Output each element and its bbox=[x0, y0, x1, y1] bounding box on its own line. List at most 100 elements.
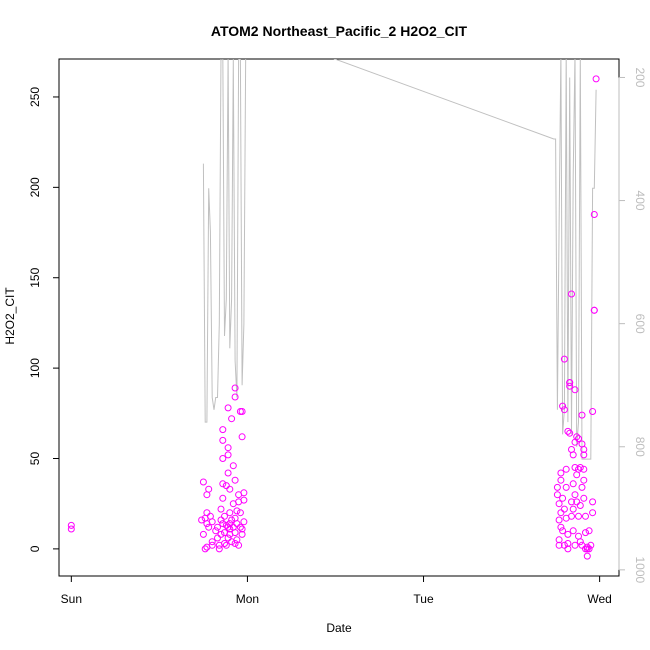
data-point bbox=[238, 408, 246, 415]
data-point bbox=[576, 464, 584, 471]
data-point bbox=[566, 379, 574, 387]
data-point bbox=[219, 520, 227, 528]
data-point bbox=[562, 465, 570, 473]
data-point bbox=[557, 469, 565, 477]
data-point bbox=[224, 523, 232, 531]
secondary-tick-label: 200 bbox=[633, 67, 647, 87]
data-point bbox=[575, 465, 582, 473]
data-point bbox=[226, 509, 234, 517]
data-point bbox=[224, 404, 232, 412]
x-tick-label: Mon bbox=[236, 592, 259, 606]
data-point bbox=[569, 527, 577, 535]
data-point bbox=[240, 518, 248, 526]
data-point bbox=[564, 540, 572, 547]
data-point bbox=[219, 494, 227, 502]
data-point bbox=[573, 433, 581, 441]
data-point bbox=[236, 509, 244, 517]
data-point bbox=[208, 518, 216, 526]
data-point bbox=[231, 540, 239, 547]
data-point bbox=[231, 476, 239, 484]
data-point bbox=[222, 521, 230, 529]
data-point bbox=[224, 444, 232, 452]
data-point bbox=[585, 545, 593, 553]
data-point bbox=[221, 540, 228, 547]
secondary-tick-label: 400 bbox=[633, 191, 647, 211]
chart-title: ATOM2 Northeast_Pacific_2 H2O2_CIT bbox=[211, 23, 468, 39]
data-point bbox=[214, 523, 221, 531]
data-point bbox=[573, 498, 581, 506]
data-point bbox=[67, 525, 75, 533]
data-point bbox=[226, 520, 234, 528]
data-point bbox=[559, 402, 567, 410]
data-point bbox=[580, 476, 588, 484]
axes-layer: 0 50 100 150 200 250 Sun Mon Tue Wed 200 400 600 800 1… bbox=[28, 67, 647, 606]
data-point bbox=[215, 545, 223, 553]
data-point bbox=[583, 543, 591, 551]
data-point bbox=[571, 491, 579, 499]
data-point bbox=[560, 505, 568, 513]
data-point bbox=[589, 509, 597, 517]
data-point bbox=[589, 498, 597, 506]
data-point bbox=[566, 382, 574, 390]
x-tick-label: Wed bbox=[587, 592, 611, 606]
secondary-tick-label: 1000 bbox=[633, 556, 647, 583]
data-point bbox=[240, 489, 248, 497]
data-point bbox=[569, 451, 577, 459]
data-point bbox=[569, 480, 577, 488]
data-point bbox=[217, 516, 225, 524]
y-tick-label: 0 bbox=[28, 545, 42, 552]
data-point bbox=[571, 464, 579, 471]
data-point bbox=[583, 552, 591, 560]
data-point bbox=[559, 494, 567, 502]
data-point bbox=[564, 530, 572, 538]
data-point bbox=[67, 521, 75, 529]
data-point bbox=[562, 483, 570, 491]
data-point bbox=[568, 512, 575, 520]
data-point bbox=[555, 500, 563, 508]
y-tick-label: 200 bbox=[28, 177, 42, 197]
data-point bbox=[231, 393, 239, 401]
x-tick-label: Tue bbox=[413, 592, 434, 606]
y-tick-label: 250 bbox=[28, 87, 42, 107]
data-point bbox=[575, 435, 582, 443]
data-point bbox=[233, 520, 241, 528]
data-point bbox=[238, 433, 246, 441]
data-point bbox=[580, 451, 588, 459]
data-point bbox=[576, 538, 584, 546]
data-point bbox=[201, 545, 209, 553]
data-point bbox=[219, 480, 227, 488]
x-tick-label: Sun bbox=[61, 592, 82, 606]
data-point bbox=[560, 541, 568, 549]
data-point bbox=[587, 541, 595, 549]
data-point bbox=[580, 494, 588, 502]
data-point bbox=[566, 429, 574, 437]
plot-frame bbox=[58, 58, 620, 577]
data-point bbox=[198, 516, 206, 524]
data-point bbox=[582, 512, 589, 520]
data-point bbox=[559, 527, 567, 535]
data-point bbox=[557, 476, 565, 484]
data-point bbox=[222, 541, 230, 549]
data-point bbox=[208, 541, 216, 549]
data-point bbox=[226, 485, 234, 493]
data-point bbox=[219, 426, 227, 434]
data-point bbox=[238, 525, 246, 533]
data-point bbox=[205, 523, 213, 531]
data-point bbox=[228, 415, 236, 423]
data-point bbox=[578, 411, 586, 419]
data-point bbox=[203, 509, 211, 517]
y-tick-label: 50 bbox=[28, 452, 42, 466]
data-point bbox=[589, 408, 597, 415]
data-point bbox=[564, 545, 572, 553]
data-point bbox=[557, 523, 565, 531]
points-layer bbox=[67, 75, 600, 560]
data-point bbox=[229, 462, 237, 470]
data-point bbox=[592, 75, 600, 83]
series-line bbox=[202, 59, 597, 460]
data-point bbox=[219, 436, 227, 444]
data-point bbox=[236, 523, 244, 531]
data-point bbox=[199, 530, 207, 538]
data-point bbox=[217, 530, 225, 538]
data-point bbox=[233, 507, 241, 515]
